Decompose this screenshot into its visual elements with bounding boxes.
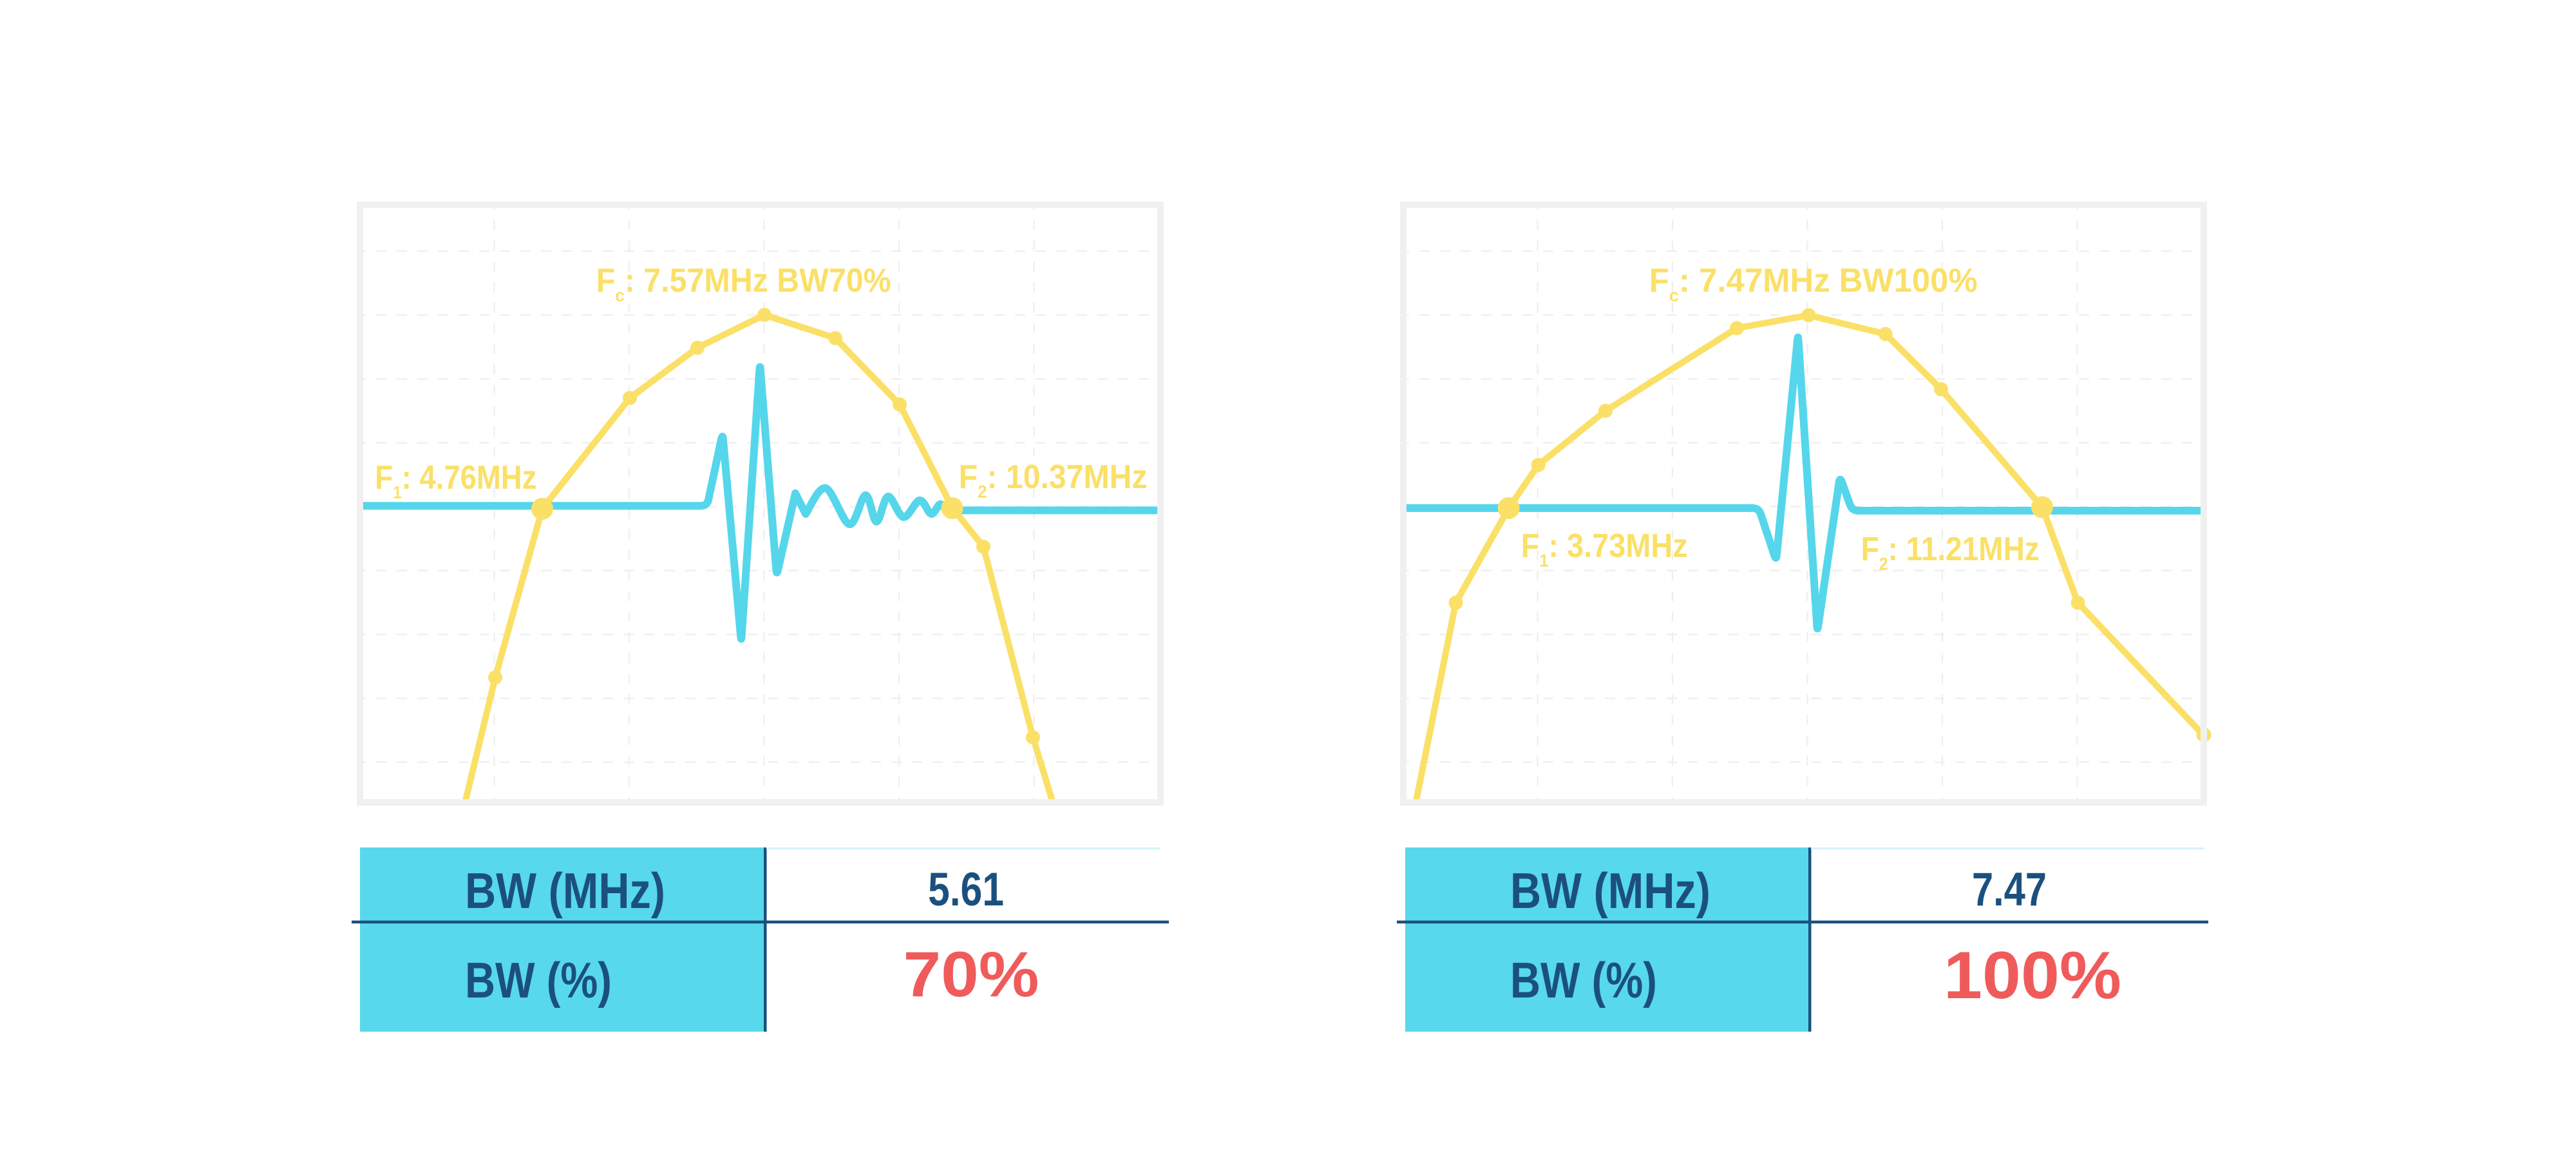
svg-text:BW (MHz): BW (MHz): [465, 862, 665, 919]
svg-text:Fc: 7.47MHz BW100%: Fc: 7.47MHz BW100%: [1649, 262, 1978, 305]
svg-text:Fc: 7.57MHz BW70%: Fc: 7.57MHz BW70%: [596, 262, 891, 305]
svg-text:5.61: 5.61: [928, 864, 1004, 916]
svg-text:BW (MHz): BW (MHz): [1510, 862, 1710, 919]
svg-text:F1: 3.73MHz: F1: 3.73MHz: [1521, 527, 1688, 571]
svg-text:7.47: 7.47: [1972, 864, 2047, 916]
svg-text:BW (%): BW (%): [1510, 952, 1657, 1008]
svg-text:100%: 100%: [1944, 938, 2121, 1013]
svg-text:70%: 70%: [904, 938, 1039, 1010]
svg-text:F1: 4.76MHz: F1: 4.76MHz: [375, 459, 536, 502]
svg-text:BW (%): BW (%): [465, 952, 612, 1008]
svg-text:F2: 11.21MHz: F2: 11.21MHz: [1861, 531, 2040, 574]
svg-text:F2: 10.37MHz: F2: 10.37MHz: [959, 459, 1148, 502]
